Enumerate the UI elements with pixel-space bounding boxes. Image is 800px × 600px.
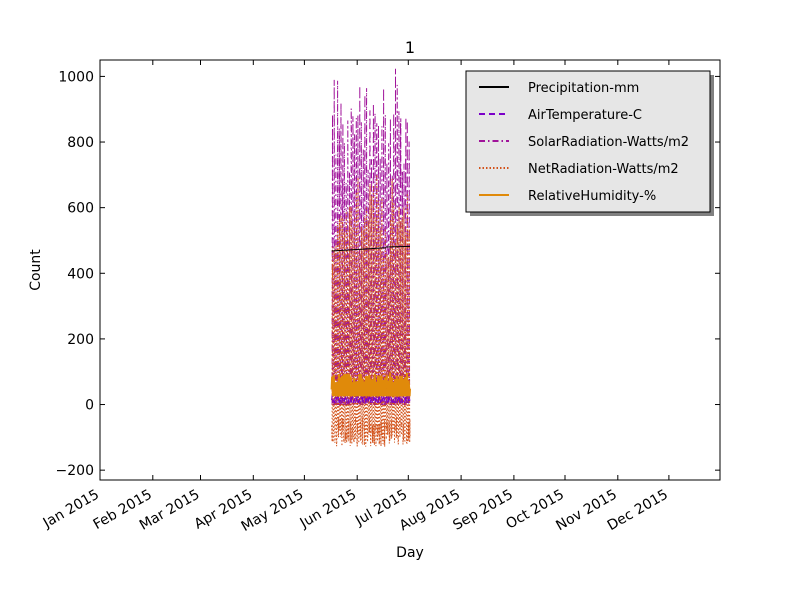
legend-label: Precipitation-mm xyxy=(528,81,639,96)
series-line xyxy=(331,394,387,403)
series-line xyxy=(386,245,411,248)
series-line xyxy=(385,178,411,445)
y-tick-label: 0 xyxy=(85,398,94,414)
x-tick-label: Sep 2015 xyxy=(450,487,516,534)
legend-label: NetRadiation-Watts/m2 xyxy=(528,162,679,177)
y-tick-label: 400 xyxy=(67,266,94,282)
y-tick-label: −200 xyxy=(56,463,94,479)
series-line xyxy=(331,174,387,447)
y-tick-label: 1000 xyxy=(58,69,94,85)
series-line xyxy=(385,372,411,397)
x-axis-label: Day xyxy=(396,545,424,561)
chart-title: 1 xyxy=(405,38,415,57)
legend-label: SolarRadiation-Watts/m2 xyxy=(528,135,689,150)
y-tick-label: 800 xyxy=(67,135,94,151)
plot-frame xyxy=(99,59,721,481)
x-tick-label: Jan 2015 xyxy=(40,487,102,532)
series-line xyxy=(385,394,411,403)
x-tick-label: Jun 2015 xyxy=(297,487,360,532)
legend-label: AirTemperature-C xyxy=(528,108,642,123)
y-axis-label: Count xyxy=(28,249,44,291)
y-tick-label: 200 xyxy=(67,332,94,348)
series-line xyxy=(330,373,388,397)
legend-label: RelativeHumidity-% xyxy=(528,189,656,204)
y-tick-label: 600 xyxy=(67,201,94,217)
legend: Precipitation-mm AirTemperature-C SolarRad… xyxy=(465,70,714,216)
series-line xyxy=(331,247,387,252)
data-layer xyxy=(330,68,411,447)
x-tick-label: Aug 2015 xyxy=(397,487,463,535)
